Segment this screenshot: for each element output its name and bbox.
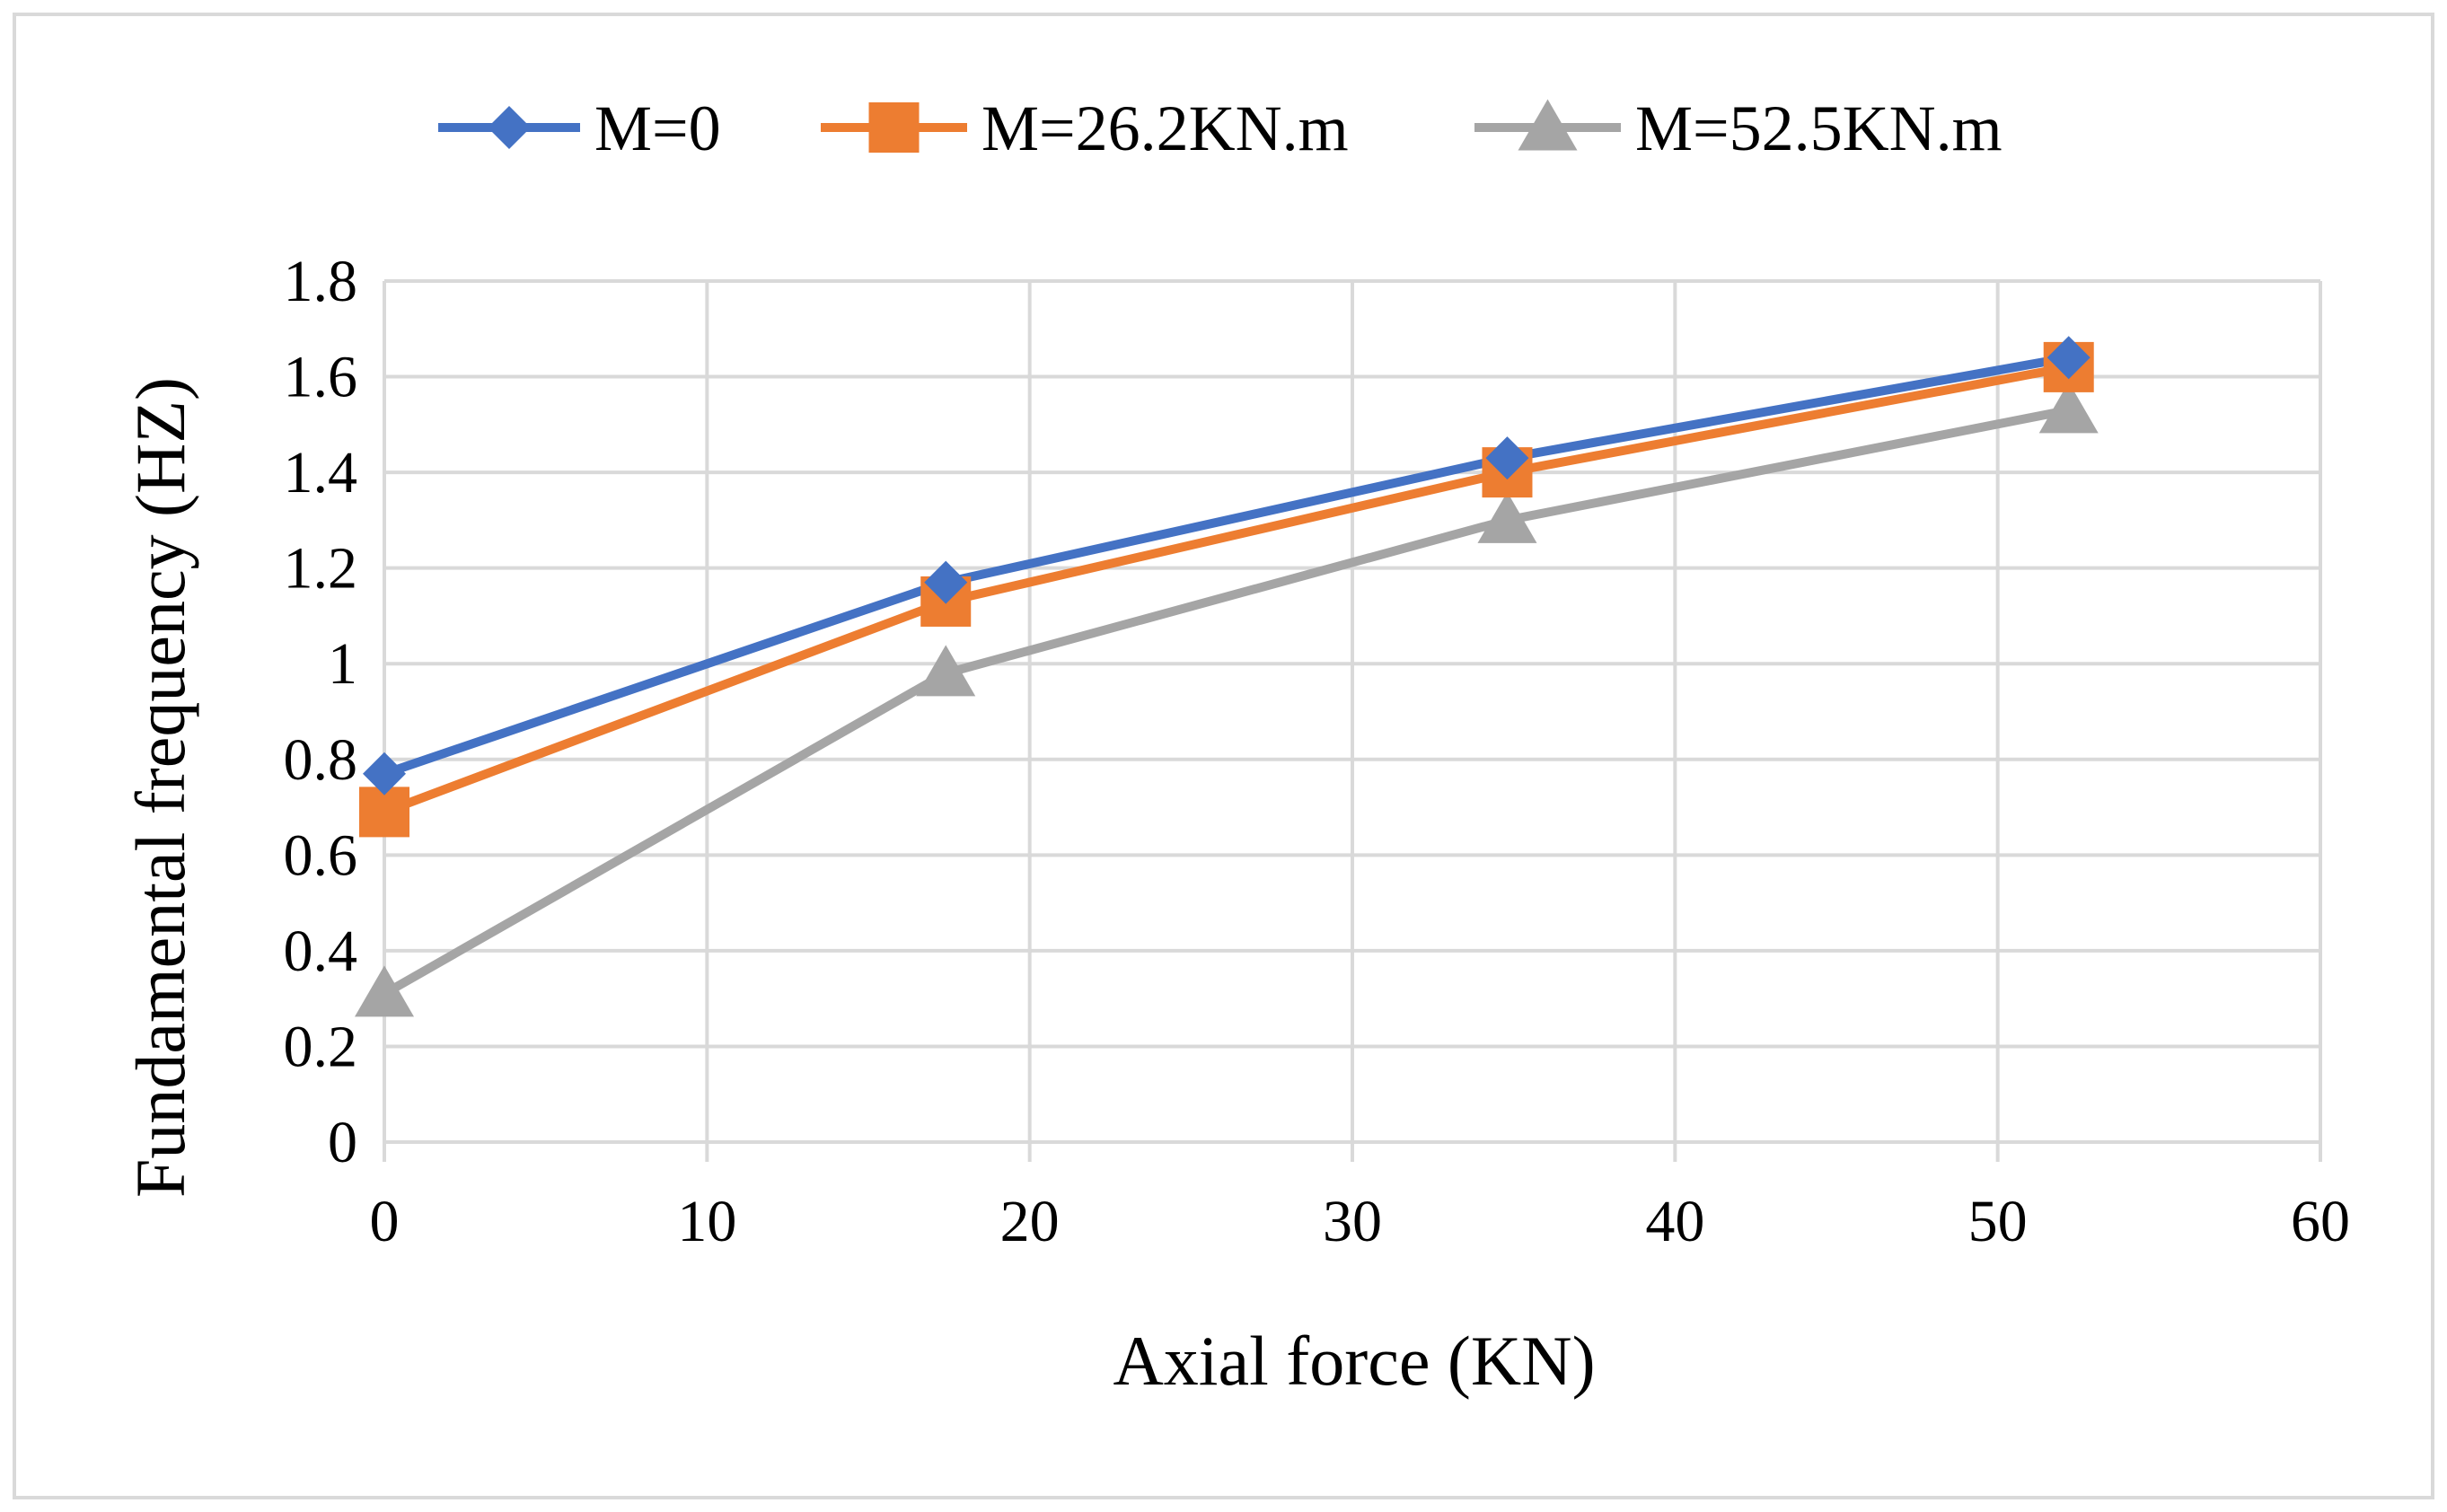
legend-label: M=0 — [594, 92, 721, 164]
grid-lines — [383, 279, 2322, 1162]
x-tick-label: 10 — [677, 1189, 736, 1254]
y-tick-label: 0 — [328, 1110, 357, 1175]
legend: M=0 M=26.2KN.m M=52.5KN.m — [438, 92, 2002, 164]
y-tick-label: 0.6 — [284, 822, 358, 888]
y-tick-label: 1 — [328, 631, 357, 697]
y-tick-label: 1.8 — [284, 249, 358, 314]
data-point-m-52-5kn-m — [355, 965, 414, 1017]
x-tick-label: 30 — [1323, 1189, 1382, 1254]
y-tick-label: 1.4 — [284, 440, 358, 505]
x-tick-label: 0 — [370, 1189, 400, 1254]
y-tick-label: 1.6 — [284, 345, 358, 410]
data-point-m-52-5kn-m — [1477, 491, 1537, 543]
series-line-m-0 — [383, 353, 2070, 778]
x-tick-label: 50 — [1968, 1189, 2028, 1254]
chart-frame — [13, 13, 2434, 1499]
legend-marker — [868, 102, 920, 153]
data-point-m-52-5kn-m — [2038, 382, 2099, 434]
y-tick-label: 0.2 — [284, 1014, 358, 1079]
y-tick-label: 0.8 — [284, 727, 358, 793]
legend-label: M=52.5KN.m — [1635, 92, 2002, 164]
legend-marker — [1518, 99, 1578, 151]
x-tick-label: 20 — [1000, 1189, 1060, 1254]
series-markers — [355, 336, 2099, 1017]
data-point-m-0 — [2047, 336, 2091, 380]
series-line-m-52-5kn-m — [382, 405, 2070, 998]
legend-item-m-26-2kn-m: M=26.2KN.m — [821, 92, 1349, 164]
series-line-m-26-2kn-m — [383, 362, 2070, 817]
data-point-m-0 — [363, 752, 406, 796]
x-axis-title: Axial force (KN) — [1113, 1322, 1595, 1400]
y-axis-title: Fundamental frequency (HZ) — [121, 377, 199, 1198]
data-point-m-52-5kn-m — [916, 645, 976, 697]
legend-item-m-0: M=0 — [438, 92, 721, 164]
axes: 0 0.2 0.4 0.6 0.8 1 1.2 1.4 1.6 1.8 0 10 20 30 40 50 60 — [284, 249, 2351, 1254]
data-point-m-0 — [924, 560, 968, 604]
series-lines — [382, 353, 2070, 998]
legend-marker — [488, 106, 531, 149]
legend-item-m-52-5kn-m: M=52.5KN.m — [1474, 92, 2002, 164]
data-point-m-0 — [1485, 436, 1529, 480]
legend-label: M=26.2KN.m — [981, 92, 1349, 164]
x-tick-label: 40 — [1645, 1189, 1704, 1254]
y-tick-label: 1.2 — [284, 536, 358, 602]
x-tick-label: 60 — [2291, 1189, 2350, 1254]
y-tick-label: 0.4 — [284, 919, 358, 984]
